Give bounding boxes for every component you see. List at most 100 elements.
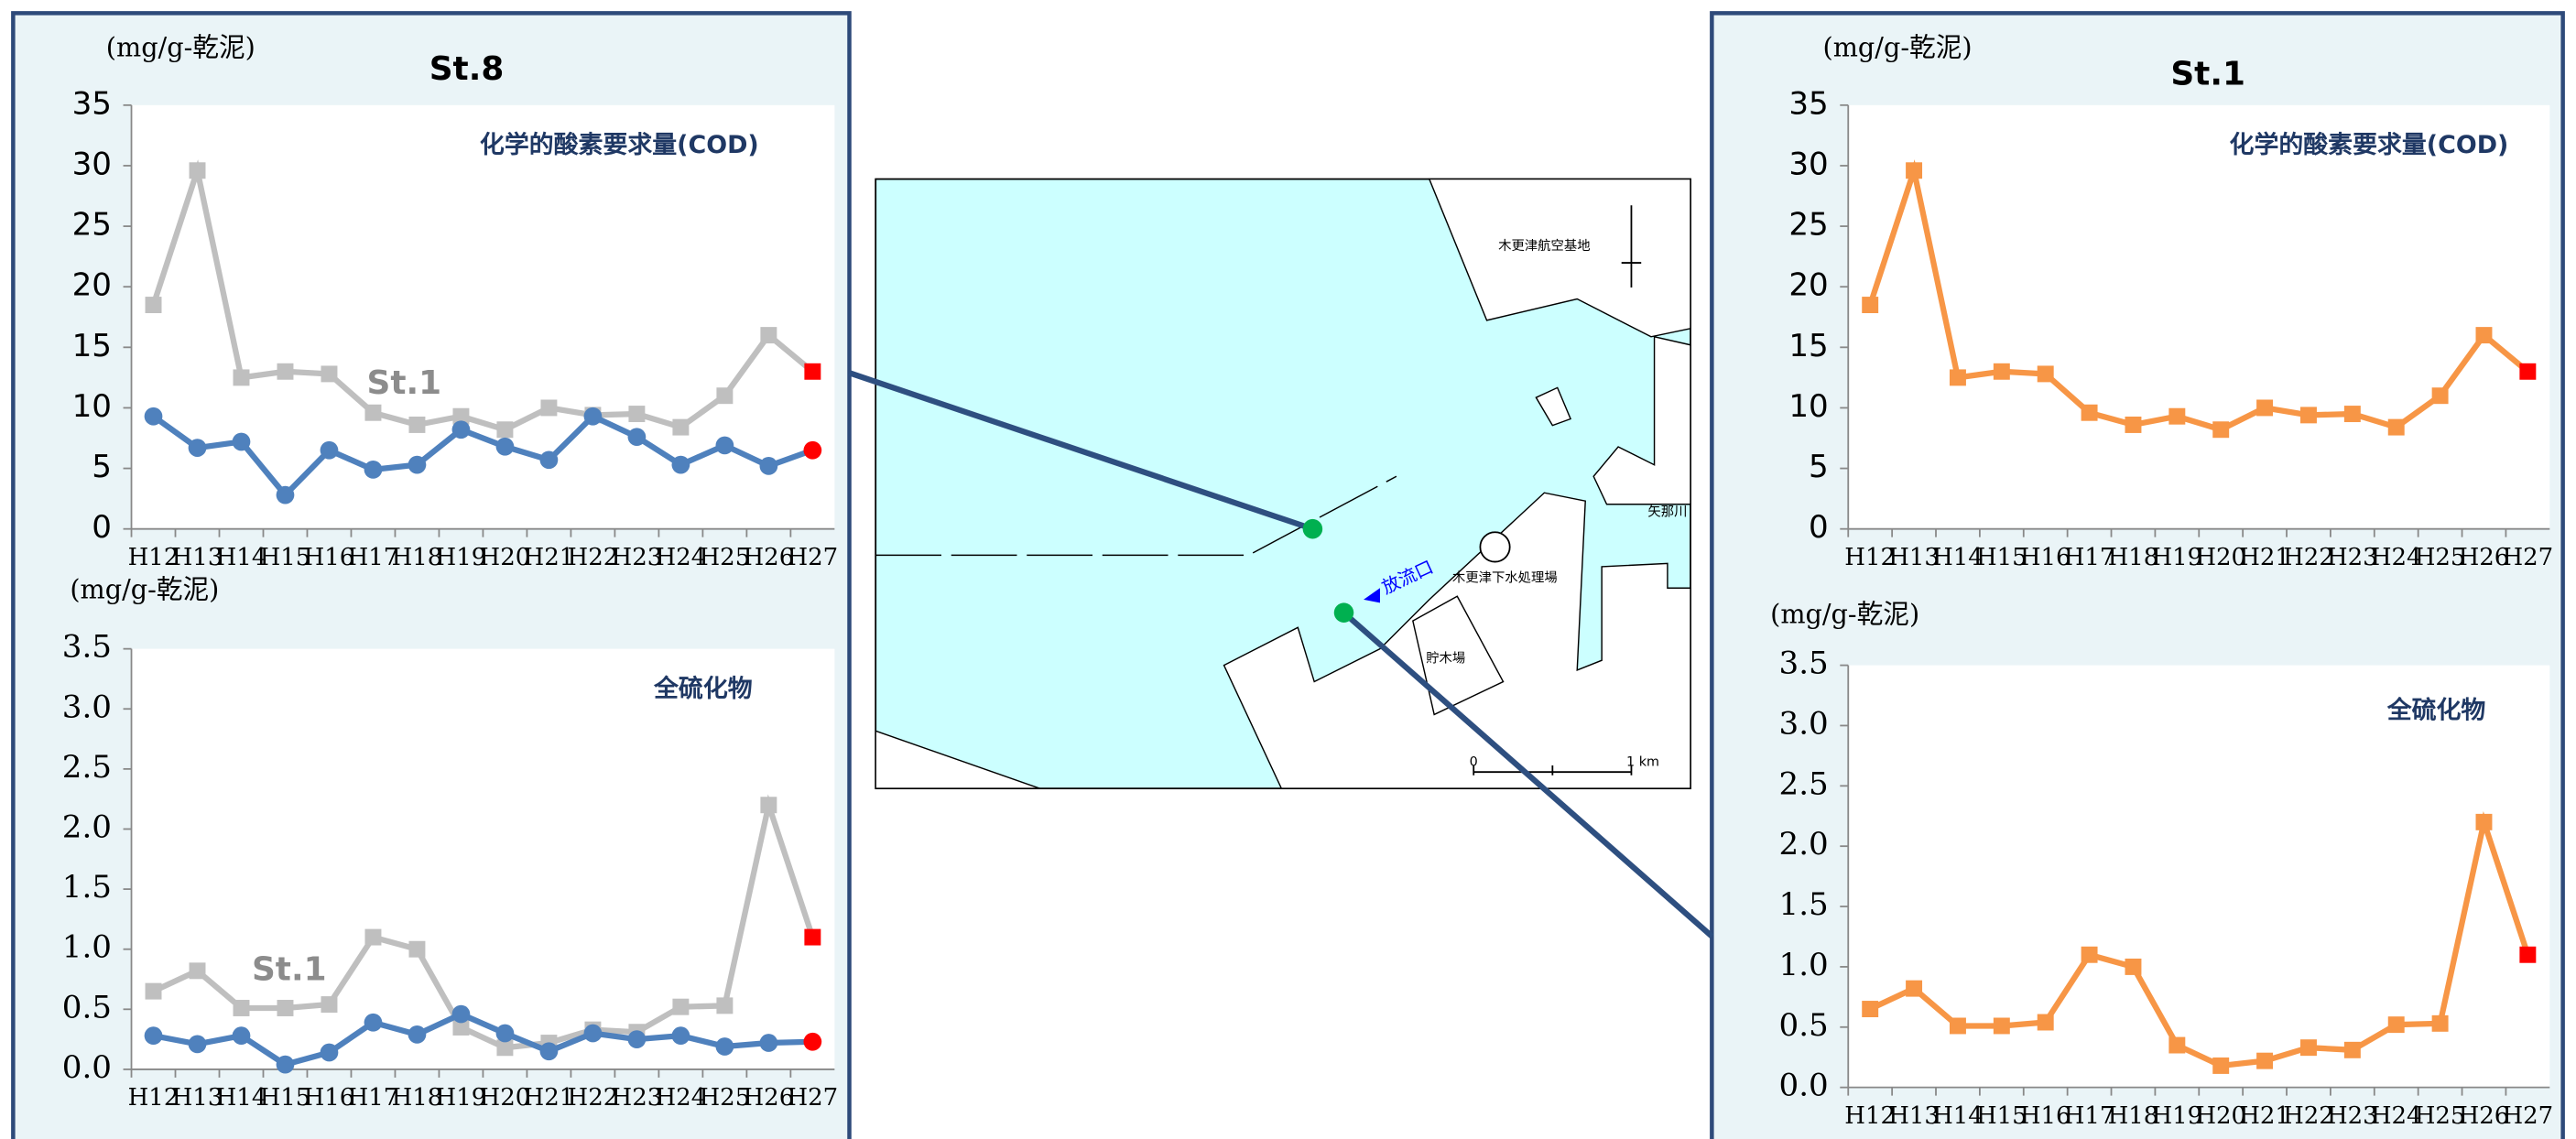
data-point xyxy=(144,1026,163,1046)
data-point xyxy=(1949,1017,1966,1035)
data-point xyxy=(2475,327,2493,344)
chart-title: St.8 xyxy=(429,50,505,88)
data-point xyxy=(495,1024,515,1043)
x-tick-label: H16 xyxy=(304,1084,355,1112)
chart-subtitle: 全硫化物 xyxy=(653,674,753,703)
data-point xyxy=(2168,1036,2186,1054)
x-tick-label: H21 xyxy=(524,544,575,571)
x-tick-label: H25 xyxy=(699,1084,750,1112)
x-tick-label: H20 xyxy=(480,1084,531,1112)
data-point xyxy=(672,418,690,436)
land xyxy=(1592,335,1691,505)
data-point xyxy=(2387,418,2405,436)
leader-line xyxy=(1342,610,1714,938)
data-point xyxy=(671,455,690,474)
y-tick-label: 1.5 xyxy=(1779,886,1829,923)
y-tick-label: 30 xyxy=(72,146,112,182)
data-point xyxy=(672,998,690,1015)
x-tick-label: H22 xyxy=(568,1084,619,1112)
x-tick-label: H17 xyxy=(348,1084,399,1112)
x-tick-label: H16 xyxy=(304,544,355,571)
data-point xyxy=(2256,1052,2274,1069)
x-tick-label: H27 xyxy=(2502,1102,2553,1130)
chart-subtitle: 化学的酸素要求量(COD) xyxy=(480,130,759,159)
map: 木更津航空基地 矢那川 木更津下水処理場 貯木場 放流口 0 1 km xyxy=(875,178,1691,790)
station-dot xyxy=(1302,518,1323,539)
data-point xyxy=(189,162,206,179)
series-line xyxy=(150,159,815,433)
land xyxy=(875,730,1040,789)
data-point xyxy=(2519,946,2537,963)
data-point xyxy=(189,962,206,980)
x-tick-label: H13 xyxy=(1888,1102,1940,1130)
x-tick-label: H21 xyxy=(524,1084,575,1112)
data-point xyxy=(188,1035,207,1054)
x-tick-label: H15 xyxy=(1976,1102,2027,1130)
data-point xyxy=(2081,404,2098,421)
data-point xyxy=(408,940,426,958)
series-label: St.1 xyxy=(252,950,327,988)
data-point xyxy=(496,421,514,439)
data-point xyxy=(144,407,163,426)
y-tick-label: 1.0 xyxy=(62,929,112,966)
x-tick-label: H20 xyxy=(2195,1102,2246,1130)
data-point xyxy=(277,1000,294,1016)
data-point xyxy=(2475,813,2493,830)
data-point xyxy=(1862,1001,1879,1017)
data-point xyxy=(2081,946,2098,963)
data-point xyxy=(540,399,558,417)
y-axis-label: (mg/g-乾泥) xyxy=(70,573,219,604)
x-tick-label: H23 xyxy=(612,1084,663,1112)
x-tick-label: H13 xyxy=(172,544,223,571)
data-point xyxy=(320,440,339,460)
data-point xyxy=(232,432,251,451)
x-tick-label: H22 xyxy=(2283,1102,2334,1130)
station-dot xyxy=(1333,602,1354,623)
x-tick-label: H20 xyxy=(480,544,531,571)
x-tick-label: H26 xyxy=(743,1084,794,1112)
x-tick-label: H24 xyxy=(2371,1102,2422,1130)
y-tick-label: 2.0 xyxy=(62,808,112,845)
x-tick-label: H12 xyxy=(128,1084,179,1112)
plot-area xyxy=(1848,104,2550,529)
data-point xyxy=(233,369,250,386)
x-tick-label: H13 xyxy=(172,1084,223,1112)
data-point xyxy=(1993,1017,2010,1035)
scale-bar xyxy=(1473,765,1633,776)
data-point xyxy=(2299,407,2317,424)
x-tick-label: H13 xyxy=(1888,544,1940,571)
x-tick-label: H26 xyxy=(2459,1102,2510,1130)
data-point xyxy=(715,436,734,455)
x-tick-label: H19 xyxy=(2151,1102,2202,1130)
data-point xyxy=(2037,1014,2054,1031)
data-point xyxy=(715,1037,734,1056)
data-point xyxy=(408,455,427,474)
x-tick-label: H27 xyxy=(2502,544,2553,571)
data-point xyxy=(276,1055,295,1074)
data-point xyxy=(539,1042,559,1061)
data-point xyxy=(320,1043,339,1062)
x-tick-label: H21 xyxy=(2239,544,2290,571)
data-point xyxy=(2299,1039,2317,1057)
data-point xyxy=(408,1025,427,1044)
x-tick-label: H18 xyxy=(392,1084,443,1112)
y-tick-label: 0.5 xyxy=(1779,1007,1829,1044)
leader-line xyxy=(848,370,1314,532)
data-point xyxy=(1906,162,1923,179)
x-tick-label: H25 xyxy=(2415,544,2466,571)
outfall-marker xyxy=(1364,588,1380,603)
data-point xyxy=(364,928,382,946)
y-tick-label: 10 xyxy=(72,388,112,425)
data-point xyxy=(2387,1016,2405,1034)
y-tick-label: 15 xyxy=(72,328,112,364)
island xyxy=(1535,386,1572,427)
data-point xyxy=(2256,399,2274,417)
map-label: 木更津航空基地 xyxy=(1498,238,1590,254)
x-tick-label: H15 xyxy=(260,1084,311,1112)
x-tick-label: H14 xyxy=(1932,1102,1984,1130)
map-label: 矢那川 xyxy=(1647,504,1687,520)
data-point xyxy=(495,437,515,456)
y-tick-label: 2.5 xyxy=(1779,765,1829,802)
data-point xyxy=(803,1032,822,1051)
data-point xyxy=(2212,421,2230,439)
